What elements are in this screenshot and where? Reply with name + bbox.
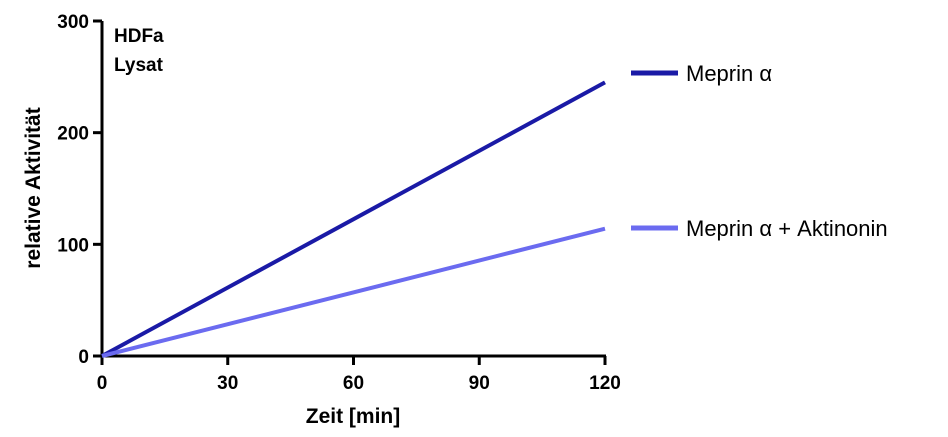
series-layer xyxy=(101,80,606,358)
y-tick-label: 300 xyxy=(57,12,89,33)
x-tick-label: 90 xyxy=(469,373,490,394)
x-tick-label: 0 xyxy=(97,373,108,394)
x-axis-title: Zeit [min] xyxy=(306,405,401,428)
series-line-1 xyxy=(101,80,606,358)
x-tick-label: 120 xyxy=(589,373,621,394)
x-tick-label: 60 xyxy=(343,373,364,394)
y-tick-label: 0 xyxy=(78,347,89,368)
legend-label-1: Meprin α xyxy=(686,61,772,86)
y-axis-title: relative Aktivität xyxy=(22,107,45,268)
annotation-hdfa: HDFa xyxy=(114,26,164,47)
y-tick-label: 200 xyxy=(57,124,89,145)
legend-label-2: Meprin α + Aktinonin xyxy=(686,216,888,241)
legend: Meprin α Meprin α + Aktinonin xyxy=(631,61,888,241)
y-tick-label: 100 xyxy=(57,235,89,256)
series-line-2 xyxy=(101,226,606,358)
annotation-lysat: Lysat xyxy=(114,55,164,76)
x-tick-label: 30 xyxy=(217,373,238,394)
axes: 0 100 200 300 0 30 60 90 120 xyxy=(57,12,621,394)
